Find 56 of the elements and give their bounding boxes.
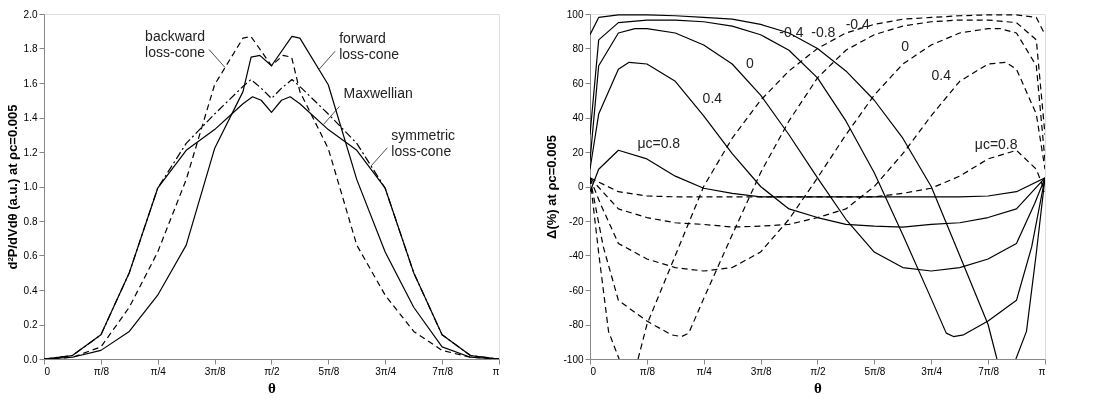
y-tick-label: 0.0 [23, 353, 38, 365]
annotation: -0.4 [845, 15, 871, 32]
x-tick-label: 7π/8 [432, 365, 454, 377]
x-tick-label: π/4 [696, 365, 713, 377]
annotation: symmetric loss-cone [391, 126, 456, 159]
y-tick-label: 100 [566, 8, 584, 20]
y-tick-label: 1.0 [23, 181, 38, 192]
y-tick-label: 0 [577, 181, 584, 192]
x-tick-label: π/4 [150, 365, 167, 377]
y-tick-label: 1.6 [23, 77, 38, 89]
x-tick-label: 3π/4 [921, 365, 943, 377]
x-axis-title: θ [268, 379, 277, 396]
x-axis-title: θ [814, 379, 823, 396]
y-tick-label: 80 [572, 43, 584, 54]
x-tick-label: 7π/8 [978, 365, 1000, 377]
y-tick-label: -100 [563, 353, 584, 365]
x-tick-label: π/2 [810, 365, 827, 377]
y-axis-title: Δ(%) at ρc=0.005 [544, 135, 560, 239]
y-tick-label: 60 [572, 77, 584, 89]
annotation: 0 [746, 55, 755, 72]
y-tick-label: -20 [569, 215, 584, 227]
y-tick-label: -40 [569, 250, 584, 261]
x-tick-label: 0 [590, 365, 597, 377]
x-tick-label: 5π/8 [864, 365, 886, 377]
x-tick-label: π/8 [93, 365, 110, 377]
y-tick-label: -80 [569, 319, 584, 330]
y-tick-label: 1.4 [23, 112, 38, 123]
annotation: 0.4 [702, 89, 723, 106]
annotation: 0.4 [931, 67, 952, 84]
y-tick-label: -60 [569, 284, 584, 296]
y-axis-title: d²P/dVdθ (a.u.) at ρc=0.005 [4, 104, 20, 270]
y-tick-label: 0.8 [23, 215, 38, 227]
y-tick-label: 1.2 [23, 146, 38, 158]
annotation: forward loss-cone [339, 30, 400, 63]
x-tick-label: π [1038, 365, 1046, 377]
y-tick-label: 1.8 [23, 43, 38, 54]
annotation: backward loss-cone [145, 28, 206, 61]
annotation: 0 [901, 38, 910, 55]
annotation: μc=0.8 [974, 136, 1018, 153]
x-tick-label: 3π/8 [750, 365, 772, 377]
y-tick-label: 0.2 [23, 319, 38, 330]
y-tick-label: 2.0 [23, 8, 38, 20]
x-tick-label: 3π/4 [375, 365, 397, 377]
x-tick-label: π [492, 365, 500, 377]
annotation: Maxwellian [343, 85, 413, 102]
x-tick-label: 5π/8 [318, 365, 340, 377]
x-tick-label: 0 [44, 365, 51, 377]
y-tick-label: 40 [572, 112, 584, 123]
x-tick-label: π/8 [639, 365, 656, 377]
annotation: μc=0.8 [637, 134, 681, 151]
x-tick-label: 3π/8 [204, 365, 226, 377]
y-tick-label: 0.6 [23, 250, 38, 261]
annotation: -0.8 [811, 24, 836, 41]
y-tick-label: 20 [572, 146, 584, 158]
y-tick-label: 0.4 [23, 284, 38, 296]
x-tick-label: π/2 [264, 365, 281, 377]
